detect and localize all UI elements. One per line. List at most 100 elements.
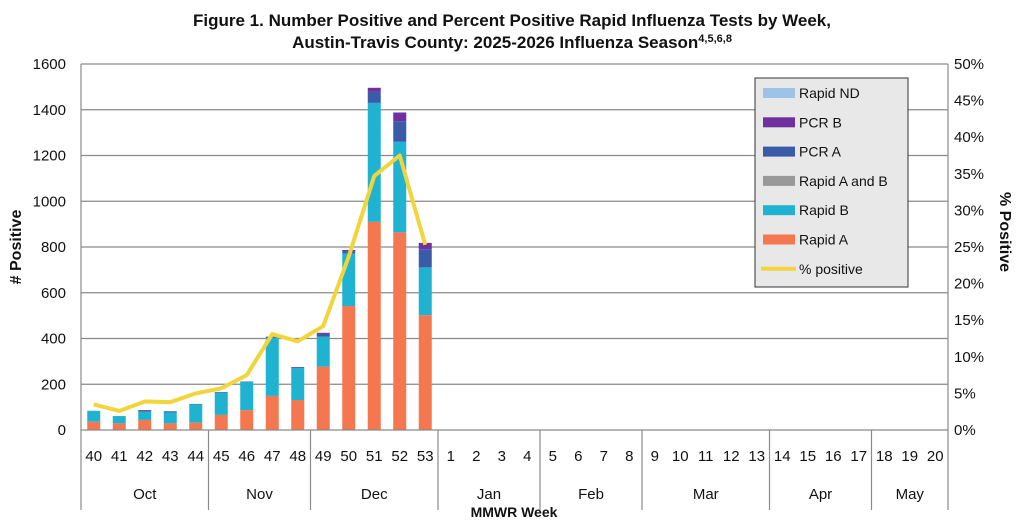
- x-tick-label: 16: [825, 448, 842, 465]
- title-text: Austin-Travis County: 2025-2026 Influenz…: [292, 33, 698, 52]
- month-label: Apr: [809, 486, 832, 503]
- bar-rapid-a: [214, 414, 228, 430]
- y2-tick-label: 45%: [954, 93, 984, 110]
- bar-pcr-b: [367, 87, 381, 92]
- y2-tick-label: 5%: [954, 385, 976, 402]
- month-label: Mar: [693, 486, 719, 503]
- bar-rapid-a: [418, 315, 432, 430]
- bar-pcr-b: [393, 112, 407, 122]
- y2-tick-label: 25%: [954, 239, 984, 256]
- x-tick-label: 2: [472, 448, 480, 465]
- x-tick-label: 45: [213, 448, 230, 465]
- legend-label: PCR B: [799, 114, 842, 130]
- bar-rapid-b: [112, 416, 126, 424]
- y2-axis-title: % Positive: [996, 192, 1013, 272]
- y-tick-label: 1400: [33, 102, 66, 119]
- bar-pcr-b: [418, 242, 432, 250]
- bar-rapid-b: [367, 102, 381, 222]
- x-tick-label: 15: [799, 448, 816, 465]
- x-tick-label: 46: [238, 448, 255, 465]
- bar-rapid-b: [418, 267, 432, 316]
- bar-pcr-a: [214, 392, 228, 393]
- x-tick-label: 4: [523, 448, 531, 465]
- legend-swatch: [763, 175, 795, 186]
- bar-rapid-a: [393, 232, 407, 430]
- month-label: Dec: [361, 486, 388, 503]
- y-tick-label: 400: [41, 331, 66, 348]
- month-label: Jan: [477, 486, 501, 503]
- legend-label: PCR A: [799, 144, 842, 160]
- x-tick-label: 6: [574, 448, 582, 465]
- y2-tick-label: 40%: [954, 129, 984, 146]
- x-tick-label: 13: [748, 448, 765, 465]
- x-tick-label: 53: [417, 448, 434, 465]
- title-superscript: 4,5,6,8: [698, 33, 732, 45]
- x-tick-label: 52: [391, 448, 408, 465]
- x-tick-label: 19: [901, 448, 918, 465]
- bar-pcr-a: [418, 249, 432, 268]
- y2-tick-label: 35%: [954, 166, 984, 183]
- x-tick-label: 48: [289, 448, 306, 465]
- x-tick-label: 18: [876, 448, 893, 465]
- chart-title-line1: Figure 1. Number Positive and Percent Po…: [193, 11, 831, 30]
- legend-swatch: [763, 234, 795, 245]
- x-tick-label: 8: [625, 448, 633, 465]
- y-tick-label: 600: [41, 285, 66, 302]
- bar-rapid-a: [87, 421, 101, 430]
- bar-pcr-a: [138, 410, 152, 412]
- bar-pcr-a: [367, 91, 381, 103]
- month-label: May: [896, 486, 925, 503]
- y2-tick-label: 50%: [954, 56, 984, 73]
- bar-rapid-b: [291, 368, 305, 401]
- x-tick-label: 11: [698, 448, 714, 465]
- legend-swatch: [763, 117, 795, 128]
- bar-rapid-b: [240, 381, 254, 411]
- x-tick-label: 49: [315, 448, 332, 465]
- x-tick-label: 20: [927, 448, 944, 465]
- x-tick-label: 5: [549, 448, 557, 465]
- bar-rapid-b: [265, 337, 279, 396]
- x-tick-label: 14: [774, 448, 791, 465]
- x-tick-label: 44: [187, 448, 204, 465]
- y2-tick-label: 20%: [954, 276, 984, 293]
- bar-rapid-a: [291, 400, 305, 430]
- y2-tick-label: 0%: [954, 422, 976, 439]
- x-tick-label: 3: [498, 448, 506, 465]
- x-tick-label: 47: [264, 448, 281, 465]
- month-label: Feb: [578, 486, 604, 503]
- chart-title-line2: Austin-Travis County: 2025-2026 Influenz…: [292, 33, 732, 52]
- y2-tick-label: 15%: [954, 312, 984, 329]
- bar-rapid-a: [138, 419, 152, 430]
- y-tick-label: 1200: [33, 148, 66, 165]
- bar-rapid-b: [214, 392, 228, 415]
- bar-rapid-b: [316, 336, 330, 367]
- bar-pcr-b: [316, 332, 330, 334]
- legend-label: Rapid ND: [799, 85, 860, 101]
- percent-positive-line: [93, 153, 428, 413]
- x-tick-label: 1: [447, 448, 455, 465]
- legend-label: % positive: [799, 261, 863, 277]
- bar-rapid-a: [367, 221, 381, 430]
- bar-rapid-b: [138, 411, 152, 420]
- y2-tick-label: 30%: [954, 202, 984, 219]
- bar-rapid-a: [163, 423, 177, 430]
- x-tick-label: 43: [162, 448, 179, 465]
- y-tick-label: 800: [41, 239, 66, 256]
- x-axis-title: MMWR Week: [471, 504, 558, 520]
- legend-swatch: [763, 146, 795, 157]
- bar-rapid-a: [265, 395, 279, 430]
- legend-label: Rapid A: [799, 232, 849, 248]
- x-tick-label: 10: [672, 448, 689, 465]
- x-tick-label: 41: [111, 448, 128, 465]
- month-label: Oct: [133, 486, 157, 503]
- x-tick-label: 51: [366, 448, 383, 465]
- bar-pcr-a: [393, 121, 407, 142]
- bar-rapid-a: [189, 422, 203, 430]
- x-tick-label: 7: [600, 448, 608, 465]
- bar-pcr-a: [163, 411, 177, 413]
- y-tick-label: 1000: [33, 193, 66, 210]
- bar-pcr-a: [316, 333, 330, 337]
- x-tick-label: 42: [136, 448, 153, 465]
